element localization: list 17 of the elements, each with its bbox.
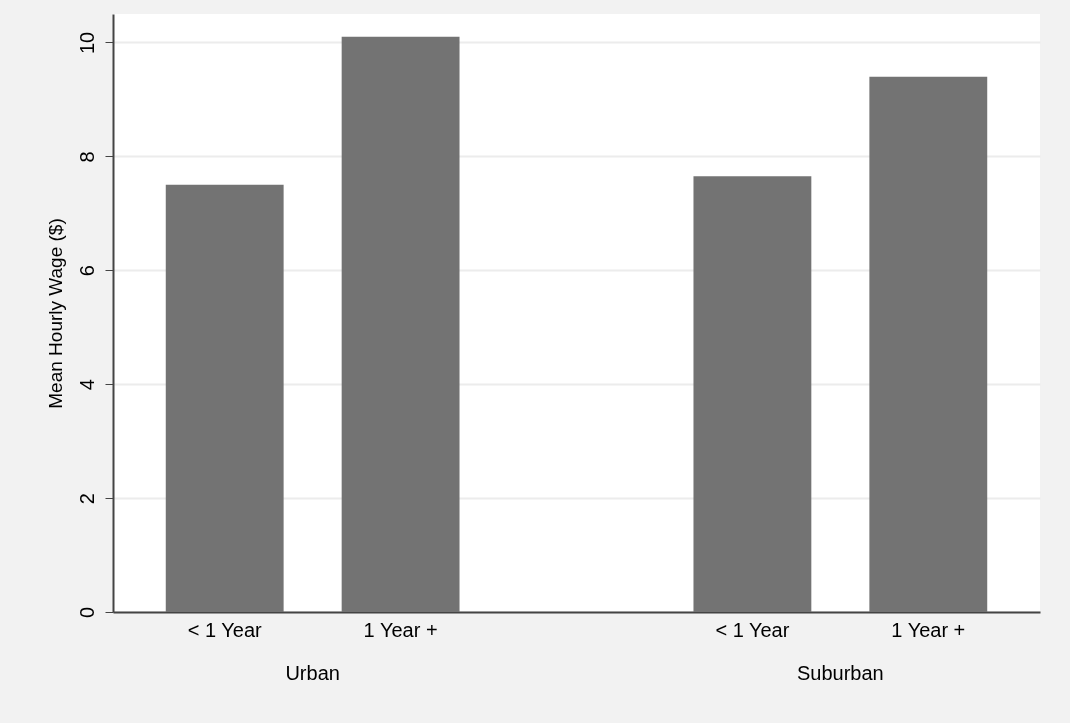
y-tick-label: 8	[75, 151, 98, 163]
y-tick-label: 0	[75, 606, 98, 619]
y-axis-title: Mean Hourly Wage ($)	[44, 218, 66, 409]
bar	[869, 76, 988, 612]
bar	[341, 36, 460, 612]
y-tick-label: 10	[75, 31, 98, 55]
x-tick-label: 1 Year +	[891, 618, 966, 641]
text: Urban	[285, 662, 340, 684]
y-tick-label: 4	[75, 379, 98, 391]
y-tick-label: 2	[75, 493, 98, 505]
x-tick-label: < 1 Year	[187, 618, 263, 641]
text: Suburban	[796, 662, 884, 684]
y-tick-label: 6	[75, 265, 98, 277]
bar	[165, 184, 284, 612]
bar	[693, 176, 812, 612]
x-tick-label: 1 Year +	[363, 618, 438, 641]
x-tick-label: < 1 Year	[715, 618, 790, 641]
